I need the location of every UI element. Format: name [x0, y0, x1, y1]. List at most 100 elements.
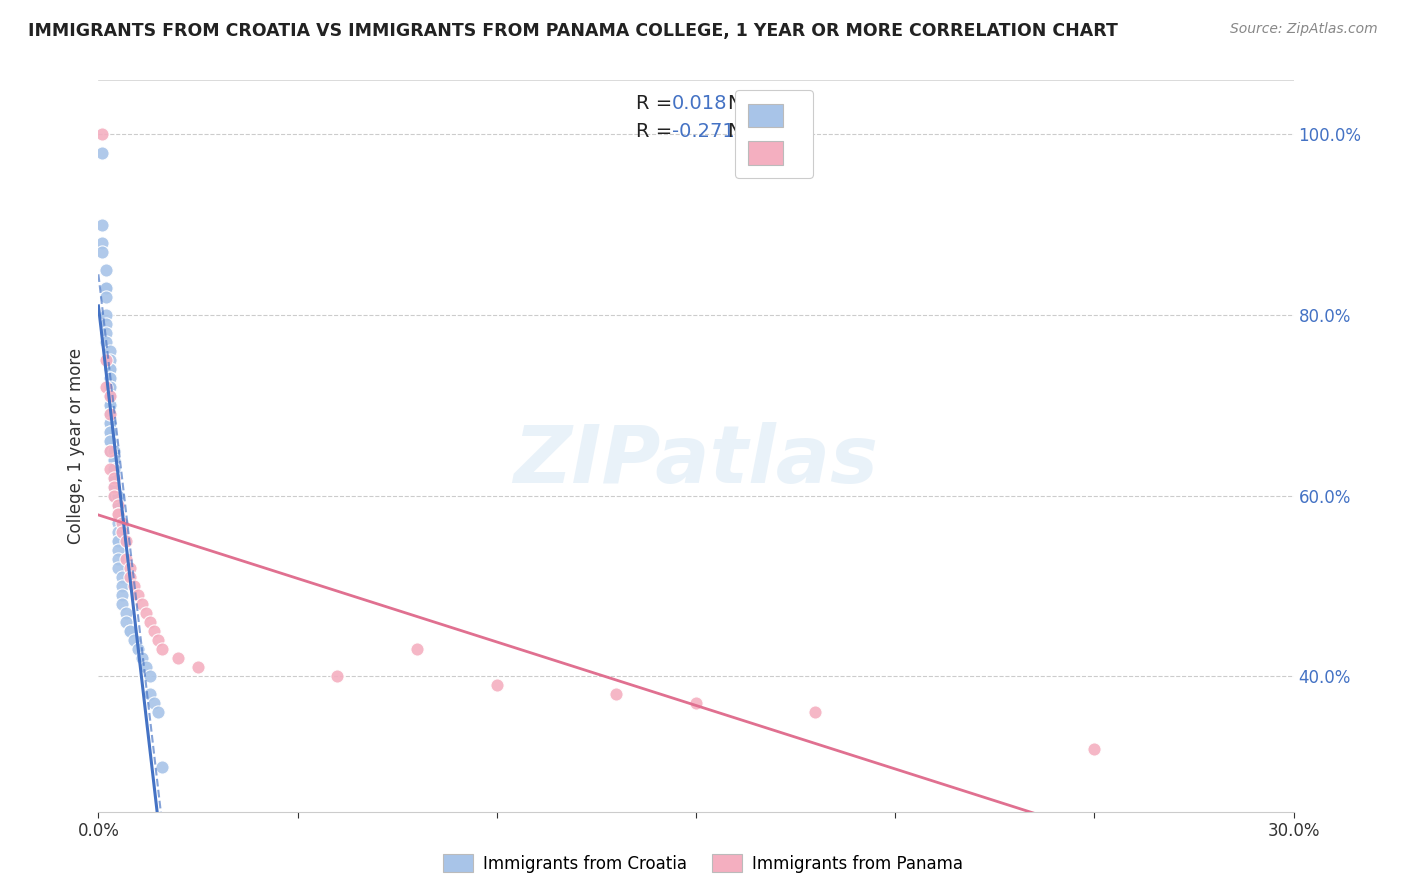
Point — [685, 697, 707, 711]
Point — [143, 697, 166, 711]
Point — [96, 335, 118, 350]
Point — [103, 443, 125, 458]
Point — [135, 660, 157, 674]
Point — [103, 470, 125, 484]
Point — [107, 507, 129, 521]
Text: -0.271: -0.271 — [672, 122, 735, 141]
Point — [150, 759, 173, 773]
Point — [131, 651, 153, 665]
Text: 0.018: 0.018 — [672, 95, 727, 113]
Point — [96, 326, 118, 340]
Point — [103, 452, 125, 467]
Point — [91, 235, 114, 250]
Text: R =: R = — [637, 122, 679, 141]
Point — [103, 489, 125, 503]
Point — [98, 389, 122, 403]
Point — [143, 624, 166, 639]
Point — [115, 606, 138, 620]
Point — [96, 281, 118, 295]
Point — [98, 425, 122, 440]
Legend: Immigrants from Croatia, Immigrants from Panama: Immigrants from Croatia, Immigrants from… — [436, 847, 970, 880]
Text: N =: N = — [728, 95, 772, 113]
Point — [107, 498, 129, 512]
Point — [107, 507, 129, 521]
Point — [91, 218, 114, 232]
Point — [98, 353, 122, 368]
Point — [107, 524, 129, 539]
Point — [107, 498, 129, 512]
Point — [98, 417, 122, 431]
Point — [103, 480, 125, 494]
Point — [120, 561, 142, 575]
Point — [107, 507, 129, 521]
Point — [96, 290, 118, 304]
Point — [124, 579, 146, 593]
Point — [98, 362, 122, 376]
Point — [107, 533, 129, 548]
Point — [103, 489, 125, 503]
Point — [135, 606, 157, 620]
Point — [107, 561, 129, 575]
Point — [326, 669, 349, 683]
Legend: , : , — [735, 90, 813, 178]
Point — [139, 669, 162, 683]
Point — [98, 425, 122, 440]
Point — [107, 542, 129, 557]
Point — [120, 570, 142, 584]
Point — [107, 533, 129, 548]
Point — [103, 480, 125, 494]
Point — [98, 398, 122, 412]
Point — [139, 687, 162, 701]
Point — [103, 461, 125, 475]
Y-axis label: College, 1 year or more: College, 1 year or more — [66, 348, 84, 544]
Point — [98, 380, 122, 394]
Point — [103, 470, 125, 484]
Point — [98, 443, 122, 458]
Point — [98, 434, 122, 449]
Point — [103, 461, 125, 475]
Point — [98, 398, 122, 412]
Text: 77: 77 — [762, 95, 786, 113]
Point — [98, 371, 122, 385]
Point — [96, 380, 118, 394]
Point — [91, 244, 114, 259]
Point — [139, 615, 162, 629]
Point — [103, 452, 125, 467]
Point — [98, 417, 122, 431]
Text: IMMIGRANTS FROM CROATIA VS IMMIGRANTS FROM PANAMA COLLEGE, 1 YEAR OR MORE CORREL: IMMIGRANTS FROM CROATIA VS IMMIGRANTS FR… — [28, 22, 1118, 40]
Point — [107, 489, 129, 503]
Point — [103, 443, 125, 458]
Point — [804, 706, 827, 720]
Point — [98, 371, 122, 385]
Point — [98, 389, 122, 403]
Point — [96, 317, 118, 331]
Text: R =: R = — [637, 95, 679, 113]
Point — [91, 128, 114, 142]
Point — [148, 633, 170, 648]
Point — [98, 408, 122, 422]
Point — [127, 642, 149, 657]
Point — [111, 524, 134, 539]
Point — [103, 461, 125, 475]
Point — [605, 687, 627, 701]
Point — [107, 489, 129, 503]
Point — [124, 633, 146, 648]
Point — [107, 498, 129, 512]
Point — [120, 624, 142, 639]
Point — [98, 461, 122, 475]
Point — [111, 516, 134, 530]
Text: ZIPatlas: ZIPatlas — [513, 422, 879, 500]
Point — [127, 588, 149, 602]
Point — [111, 588, 134, 602]
Point — [96, 281, 118, 295]
Point — [103, 480, 125, 494]
Point — [98, 362, 122, 376]
Point — [103, 470, 125, 484]
Point — [107, 552, 129, 566]
Text: 36: 36 — [762, 122, 786, 141]
Point — [107, 489, 129, 503]
Point — [148, 706, 170, 720]
Point — [150, 642, 173, 657]
Point — [115, 552, 138, 566]
Point — [98, 398, 122, 412]
